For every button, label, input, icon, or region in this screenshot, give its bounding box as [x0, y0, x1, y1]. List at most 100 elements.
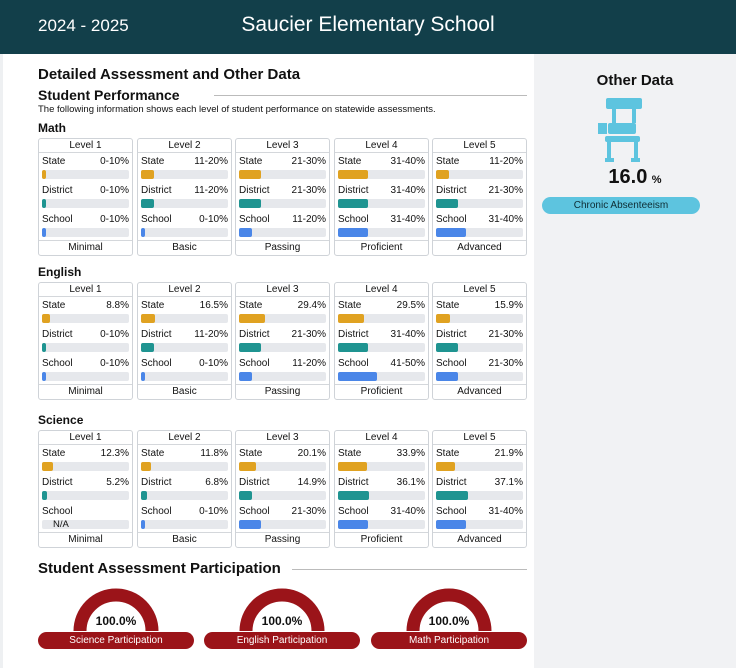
school-row: School 31-40%: [335, 211, 428, 240]
state-bar: [338, 314, 364, 323]
level-title: Level 5: [433, 139, 526, 153]
participation-gauge: 100.0% Science Participation: [38, 586, 194, 654]
school-bar: [338, 372, 377, 381]
district-value: 5.2%: [106, 477, 129, 488]
bar-track: [436, 462, 523, 471]
bar-track: [141, 372, 228, 381]
district-label: District: [239, 185, 270, 196]
bar-track: [42, 520, 129, 529]
district-label: District: [42, 185, 73, 196]
school-row: School 0-10%: [138, 503, 231, 532]
level-descriptor: Proficient: [335, 240, 428, 255]
district-value: 21-30%: [488, 329, 523, 340]
bar-track: [338, 199, 425, 208]
school-bar: [338, 520, 368, 529]
participation-gauge: 100.0% Math Participation: [371, 586, 527, 654]
level-descriptor: Proficient: [335, 384, 428, 399]
school-name-text: Saucier Elementary School: [241, 13, 495, 36]
level-title: Level 4: [335, 283, 428, 297]
gauge-arc: [239, 588, 325, 632]
level-title: Level 4: [335, 139, 428, 153]
state-value: 21-30%: [291, 156, 326, 167]
district-value: 21-30%: [291, 329, 326, 340]
school-label: School: [141, 214, 172, 225]
district-label: District: [436, 477, 467, 488]
state-row: State 8.8%: [39, 297, 132, 326]
school-label: School: [141, 358, 172, 369]
district-row: District 0-10%: [39, 182, 132, 211]
bar-track: [239, 343, 326, 352]
school-row: School N/A: [39, 503, 132, 532]
district-label: District: [141, 185, 172, 196]
level-descriptor: Basic: [138, 384, 231, 399]
bar-track: [436, 343, 523, 352]
school-bar: [141, 372, 145, 381]
school-value: 31-40%: [390, 506, 425, 517]
school-row: School 31-40%: [335, 503, 428, 532]
district-row: District 21-30%: [236, 182, 329, 211]
state-row: State 33.9%: [335, 445, 428, 474]
state-value: 12.3%: [100, 448, 129, 459]
district-value: 37.1%: [494, 477, 523, 488]
level-card: Level 5 State 15.9% District 21-30% School 21-…: [432, 282, 527, 400]
bar-track: [239, 199, 326, 208]
district-row: District 21-30%: [433, 182, 526, 211]
district-bar: [239, 343, 261, 352]
level-card: Level 2 State 11-20% District 11-20% School 0-…: [137, 138, 232, 256]
district-label: District: [338, 329, 369, 340]
bar-track: [338, 170, 425, 179]
school-bar: [436, 228, 466, 237]
district-value: 31-40%: [390, 185, 425, 196]
school-bar: [42, 228, 46, 237]
level-title: Level 5: [433, 283, 526, 297]
bar-track: [141, 314, 228, 323]
level-title: Level 2: [138, 139, 231, 153]
gauge-value: 100.0%: [95, 614, 137, 628]
bar-track: [42, 462, 129, 471]
bar-track: [436, 228, 523, 237]
gauge-label: English Participation: [204, 632, 360, 649]
district-bar: [239, 491, 252, 500]
school-bar: [436, 520, 466, 529]
bar-track: [338, 228, 425, 237]
school-value: 0-10%: [199, 214, 228, 225]
bar-track: [42, 170, 129, 179]
district-label: District: [42, 329, 73, 340]
school-label: School: [338, 506, 369, 517]
district-row: District 6.8%: [138, 474, 231, 503]
district-bar: [42, 491, 47, 500]
gauge-label: Math Participation: [371, 632, 527, 649]
state-value: 11.8%: [200, 448, 228, 459]
level-card: Level 5 State 21.9% District 37.1% School 31-4…: [432, 430, 527, 548]
district-value: 0-10%: [100, 329, 129, 340]
bar-track: [338, 491, 425, 500]
district-label: District: [338, 185, 369, 196]
bar-track: [141, 199, 228, 208]
bar-track: [42, 314, 129, 323]
school-label: School: [436, 358, 467, 369]
district-bar: [436, 199, 458, 208]
school-label: School: [42, 358, 73, 369]
district-label: District: [436, 329, 467, 340]
level-descriptor: Advanced: [433, 384, 526, 399]
school-value: 11-20%: [292, 358, 326, 369]
bar-track: [42, 372, 129, 381]
district-bar: [338, 343, 368, 352]
school-value: 21-30%: [291, 506, 326, 517]
state-label: State: [42, 300, 66, 311]
state-row: State 12.3%: [39, 445, 132, 474]
level-card: Level 2 State 16.5% District 11-20% School 0-1…: [137, 282, 232, 400]
district-bar: [141, 343, 154, 352]
gauge-arc: [73, 588, 159, 632]
school-label: School: [141, 506, 172, 517]
state-label: State: [239, 448, 263, 459]
school-row: School 0-10%: [39, 211, 132, 240]
district-row: District 5.2%: [39, 474, 132, 503]
district-bar: [436, 343, 458, 352]
district-bar: [42, 343, 46, 352]
level-descriptor: Minimal: [39, 240, 132, 255]
district-value: 36.1%: [396, 477, 425, 488]
subject-heading-math: Math: [38, 121, 66, 135]
left-strip: [0, 54, 3, 668]
bar-track: [436, 170, 523, 179]
